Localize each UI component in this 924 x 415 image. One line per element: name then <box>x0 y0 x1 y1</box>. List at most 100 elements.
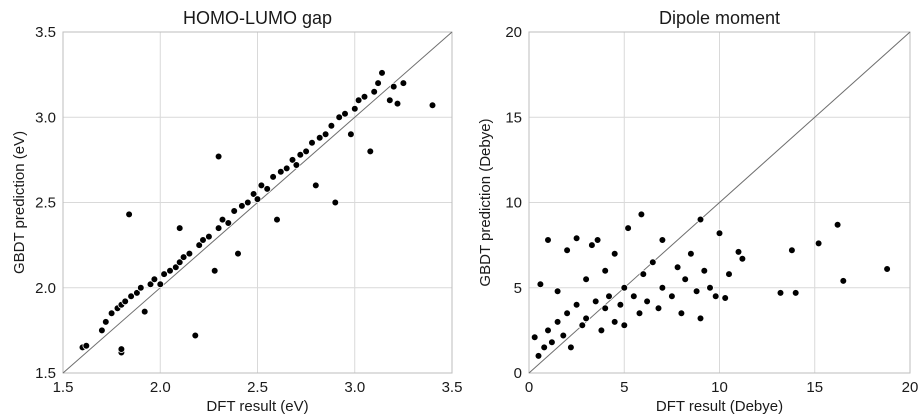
homo-lumo-point-51 <box>311 181 320 190</box>
homo-lumo-point-49 <box>302 147 310 156</box>
dipole-point-57 <box>788 246 796 255</box>
dipole-point-61 <box>839 277 848 285</box>
dipole-point-11 <box>563 309 571 318</box>
homo-lumo-point-32 <box>218 215 227 224</box>
homo-lumo-point-13 <box>137 283 145 292</box>
homo-lumo-y-tick-label: 3.5 <box>35 24 56 41</box>
dipole-point-2 <box>536 280 545 289</box>
homo-lumo-point-24 <box>185 249 194 258</box>
homo-lumo-point-19 <box>166 266 174 275</box>
dipole-x-tick-label: 10 <box>711 379 728 396</box>
dipole-point-34 <box>639 270 648 278</box>
dipole-x-tick-label: 20 <box>902 379 919 396</box>
homo-lumo-y-axis-label: GBDT prediction (eV) <box>11 131 28 274</box>
homo-lumo-point-33 <box>224 219 233 227</box>
homo-lumo-point-9 <box>121 297 129 306</box>
homo-lumo-point-61 <box>360 93 369 101</box>
dipole-point-58 <box>791 289 800 297</box>
dipole-point-40 <box>668 292 676 301</box>
dipole-panel: 0 5 10 15 20 0 5 10 15 20 Dipole moment DFT resu… <box>477 8 918 415</box>
homo-lumo-point-67 <box>389 82 398 91</box>
homo-lumo-point-17 <box>156 280 165 289</box>
dipole-point-51 <box>715 229 724 238</box>
homo-lumo-x-axis-label: DFT result (eV) <box>206 398 308 415</box>
homo-lumo-point-12 <box>133 289 141 297</box>
homo-lumo-point-27 <box>199 236 207 244</box>
dipole-point-41 <box>673 263 682 272</box>
homo-lumo-point-48 <box>296 151 305 159</box>
dipole-point-31 <box>629 292 638 301</box>
dipole-point-6 <box>548 338 556 347</box>
homo-lumo-point-34 <box>230 207 239 215</box>
dipole-point-27 <box>616 300 625 309</box>
homo-lumo-point-54 <box>327 122 336 130</box>
dipole-y-tick-label: 10 <box>505 195 522 212</box>
dipole-point-16 <box>582 275 590 284</box>
homo-lumo-y-tick-label: 1.5 <box>35 365 56 382</box>
homo-lumo-point-37 <box>244 198 252 207</box>
homo-lumo-points <box>78 69 437 357</box>
dipole-point-59 <box>814 239 823 248</box>
dipole-point-9 <box>559 331 568 340</box>
homo-lumo-point-2 <box>98 326 106 335</box>
dipole-title: Dipole moment <box>659 8 780 28</box>
homo-lumo-point-16 <box>150 275 159 284</box>
homo-lumo-point-14 <box>140 307 149 316</box>
dipole-point-4 <box>544 236 552 244</box>
dipole-point-24 <box>605 292 613 301</box>
homo-lumo-point-46 <box>288 156 297 164</box>
homo-lumo-x-tick-label: 2.5 <box>247 379 268 396</box>
dipole-x-tick-label: 0 <box>525 379 533 396</box>
homo-lumo-point-18 <box>160 270 168 278</box>
homo-lumo-point-47 <box>292 161 301 169</box>
dipole-point-54 <box>734 248 743 256</box>
homo-lumo-point-36 <box>238 202 246 210</box>
dipole-point-20 <box>593 236 602 244</box>
homo-lumo-point-60 <box>354 96 363 104</box>
homo-lumo-point-40 <box>257 181 266 190</box>
homo-lumo-point-66 <box>385 96 394 104</box>
homo-lumo-y-tick-label: 3.0 <box>35 109 56 126</box>
dipole-point-32 <box>635 309 644 318</box>
homo-lumo-point-29 <box>210 266 219 275</box>
dipole-y-tick-label: 15 <box>505 109 522 126</box>
homo-lumo-y-tick-label: 2.0 <box>35 280 56 297</box>
dipole-point-33 <box>637 210 646 219</box>
dipole-point-42 <box>677 309 686 318</box>
homo-lumo-title: HOMO-LUMO gap <box>183 8 332 28</box>
homo-lumo-point-35 <box>234 249 242 258</box>
homo-lumo-point-25 <box>191 331 200 340</box>
homo-lumo-point-68 <box>393 99 402 108</box>
dipole-x-tick-label: 15 <box>806 379 823 396</box>
homo-lumo-point-50 <box>308 139 316 147</box>
homo-lumo-point-65 <box>378 69 386 77</box>
dipole-point-45 <box>692 287 701 296</box>
homo-lumo-y-tick-label: 2.5 <box>35 195 56 212</box>
homo-lumo-point-8 <box>117 345 126 353</box>
dipole-point-0 <box>530 333 539 342</box>
dipole-parity-line <box>528 31 911 374</box>
homo-lumo-point-22 <box>175 224 184 232</box>
homo-lumo-point-41 <box>263 185 272 193</box>
dipole-point-14 <box>572 234 581 243</box>
dipole-point-25 <box>610 318 619 326</box>
dipole-point-48 <box>700 266 709 275</box>
homo-lumo-point-26 <box>195 241 204 249</box>
homo-lumo-plot-frame <box>62 31 453 374</box>
homo-lumo-point-30 <box>214 224 223 232</box>
dipole-point-37 <box>654 304 663 313</box>
dipole-point-3 <box>540 343 548 352</box>
homo-lumo-point-38 <box>249 190 258 198</box>
dipole-point-7 <box>553 318 562 326</box>
dipole-point-28 <box>620 283 629 292</box>
homo-lumo-point-43 <box>273 215 281 224</box>
homo-lumo-point-58 <box>347 130 355 139</box>
dipole-point-30 <box>624 224 632 232</box>
homo-lumo-point-10 <box>125 210 133 219</box>
dipole-point-56 <box>776 289 785 297</box>
homo-lumo-point-70 <box>428 101 437 110</box>
homo-lumo-panel: 1.5 2.0 2.5 3.0 3.5 1.5 2.0 2.5 3.0 3.5 HOMO-LUM… <box>11 8 462 415</box>
homo-lumo-point-63 <box>370 87 379 96</box>
dipole-point-5 <box>544 326 552 335</box>
dipole-point-17 <box>582 314 590 323</box>
